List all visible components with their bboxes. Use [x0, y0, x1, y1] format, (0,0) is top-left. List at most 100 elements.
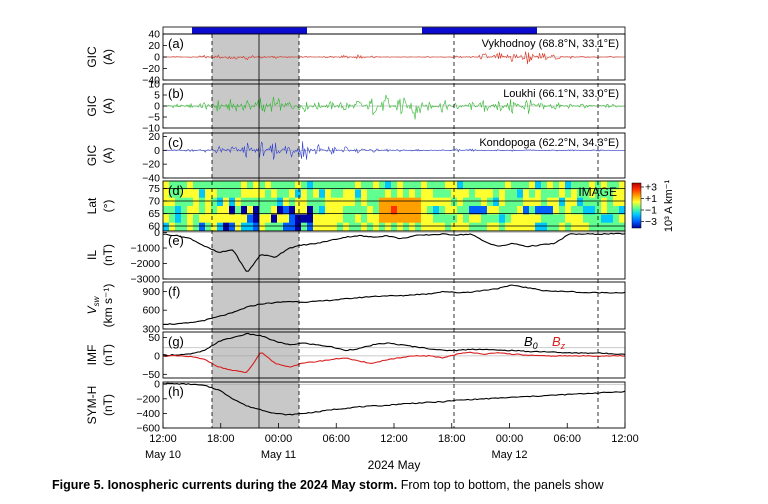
x-axis: 12:00 18:00 00:00 06:00 12:00 18:00 00:00 06:00… — [145, 423, 639, 461]
heatmap-cell — [163, 214, 170, 224]
heatmap-cell — [229, 189, 236, 199]
heatmap-cell — [565, 206, 572, 215]
heatmap-cell — [529, 189, 536, 199]
heatmap-cell — [445, 181, 452, 190]
heatmap-cell — [439, 206, 446, 215]
heatmap-cell — [241, 214, 248, 224]
heatmap-cell — [445, 189, 452, 199]
y-label-bottom: (A) — [101, 98, 115, 114]
heatmap-cell — [367, 214, 374, 224]
heatmap-cell — [253, 206, 260, 215]
heatmap-cell — [397, 197, 404, 207]
heatmap-cell — [457, 214, 464, 224]
heatmap-cell — [505, 197, 512, 207]
heatmap-cell — [403, 214, 410, 224]
heatmap-cell — [607, 222, 614, 232]
heatmap-cell — [319, 222, 326, 232]
heatmap-cell — [247, 189, 254, 199]
y-label-top: GIC — [85, 145, 99, 167]
heatmap-cell — [523, 181, 530, 190]
y-label-bottom: (A) — [101, 148, 115, 164]
y-tick-label: 40 — [148, 29, 160, 41]
heatmap-cell — [565, 181, 572, 190]
heatmap-cell — [607, 214, 614, 224]
heatmap-cell — [583, 214, 590, 224]
heatmap-cell — [301, 206, 308, 215]
heatmap-cell — [589, 189, 596, 199]
series-line-5 — [162, 232, 626, 272]
heatmap-cell — [349, 222, 356, 232]
heatmap-cell — [193, 197, 200, 207]
heatmap-cell — [373, 222, 380, 232]
heatmap-cell — [337, 222, 344, 232]
heatmap-cell — [223, 189, 230, 199]
heatmap-cell — [355, 197, 362, 207]
heatmap-cell — [613, 214, 620, 224]
station-label: Kondopoga (62.2°N, 34.3°E) — [479, 137, 619, 149]
heatmap-cell — [295, 197, 302, 207]
heatmap-cell — [529, 206, 536, 215]
heatmap-cell — [163, 197, 170, 207]
series-line-3 — [162, 141, 625, 160]
heatmap-cell — [373, 206, 380, 215]
heatmap-cell — [247, 214, 254, 224]
heatmap-cell — [169, 181, 176, 190]
heatmap-cell — [259, 197, 266, 207]
heatmap-cell — [361, 189, 368, 199]
heatmap-cell — [379, 214, 386, 224]
heatmap-cell — [313, 214, 320, 224]
y-label-top: Lat — [85, 197, 99, 214]
heatmap-cell — [235, 197, 242, 207]
heatmap-cell — [217, 197, 224, 207]
heatmap-cell — [337, 214, 344, 224]
x-tick-label: 06:00 — [322, 433, 350, 445]
heatmap-cell — [235, 214, 242, 224]
heatmap-cell — [169, 206, 176, 215]
heatmap-cell — [433, 214, 440, 224]
station-label: Vykhodnoy (68.8°N, 33.1°E) — [482, 38, 619, 50]
heatmap-cell — [511, 189, 518, 199]
heatmap-cell — [331, 197, 338, 207]
x-tick-label: 00:00 — [496, 433, 524, 445]
heatmap-cell — [601, 214, 608, 224]
heatmap-cell — [163, 181, 170, 190]
heatmap-cell — [259, 214, 266, 224]
heatmap-cell — [241, 181, 248, 190]
heatmap-cell — [169, 214, 176, 224]
heatmap-cell — [223, 181, 230, 190]
heatmap-cell — [193, 206, 200, 215]
y-label-top: Vsw — [85, 295, 101, 314]
heatmap-cell — [511, 206, 518, 215]
y-tick-label: 50 — [148, 332, 160, 344]
x-tick-label: 06:00 — [553, 433, 581, 445]
y-tick-label: 20 — [148, 40, 160, 52]
heatmap-cell — [289, 181, 296, 190]
heatmap-cell — [457, 181, 464, 190]
heatmap-cell — [613, 222, 620, 232]
heatmap-cell — [613, 181, 620, 190]
heatmap-cell — [265, 197, 272, 207]
heatmap-cell — [307, 214, 314, 224]
heatmap-cell — [271, 206, 278, 215]
heatmap-cell — [487, 189, 494, 199]
y-tick-label: 0 — [154, 350, 160, 362]
heatmap-cell — [259, 222, 266, 232]
heatmap-cell — [475, 214, 482, 224]
heatmap-cell — [241, 197, 248, 207]
heatmap-cell — [217, 206, 224, 215]
y-tick-label: −50 — [142, 369, 160, 381]
heatmap-cell — [271, 189, 278, 199]
heatmap-cell — [511, 197, 518, 207]
heatmap-cell — [523, 197, 530, 207]
heatmap-cell — [517, 181, 524, 190]
heatmap-cell — [553, 206, 560, 215]
heatmap-cell — [619, 214, 626, 224]
heatmap-cell — [475, 206, 482, 215]
y-tick-label: 20 — [148, 131, 160, 143]
heatmap-cell — [301, 181, 308, 190]
panel-f: (f) 900 600 300 Vsw (km s⁻¹) — [85, 281, 626, 349]
series-line-b0 — [162, 333, 626, 357]
heatmap-cell — [463, 206, 470, 215]
heatmap-cell — [427, 197, 434, 207]
y-label-top: GIC — [85, 95, 99, 117]
